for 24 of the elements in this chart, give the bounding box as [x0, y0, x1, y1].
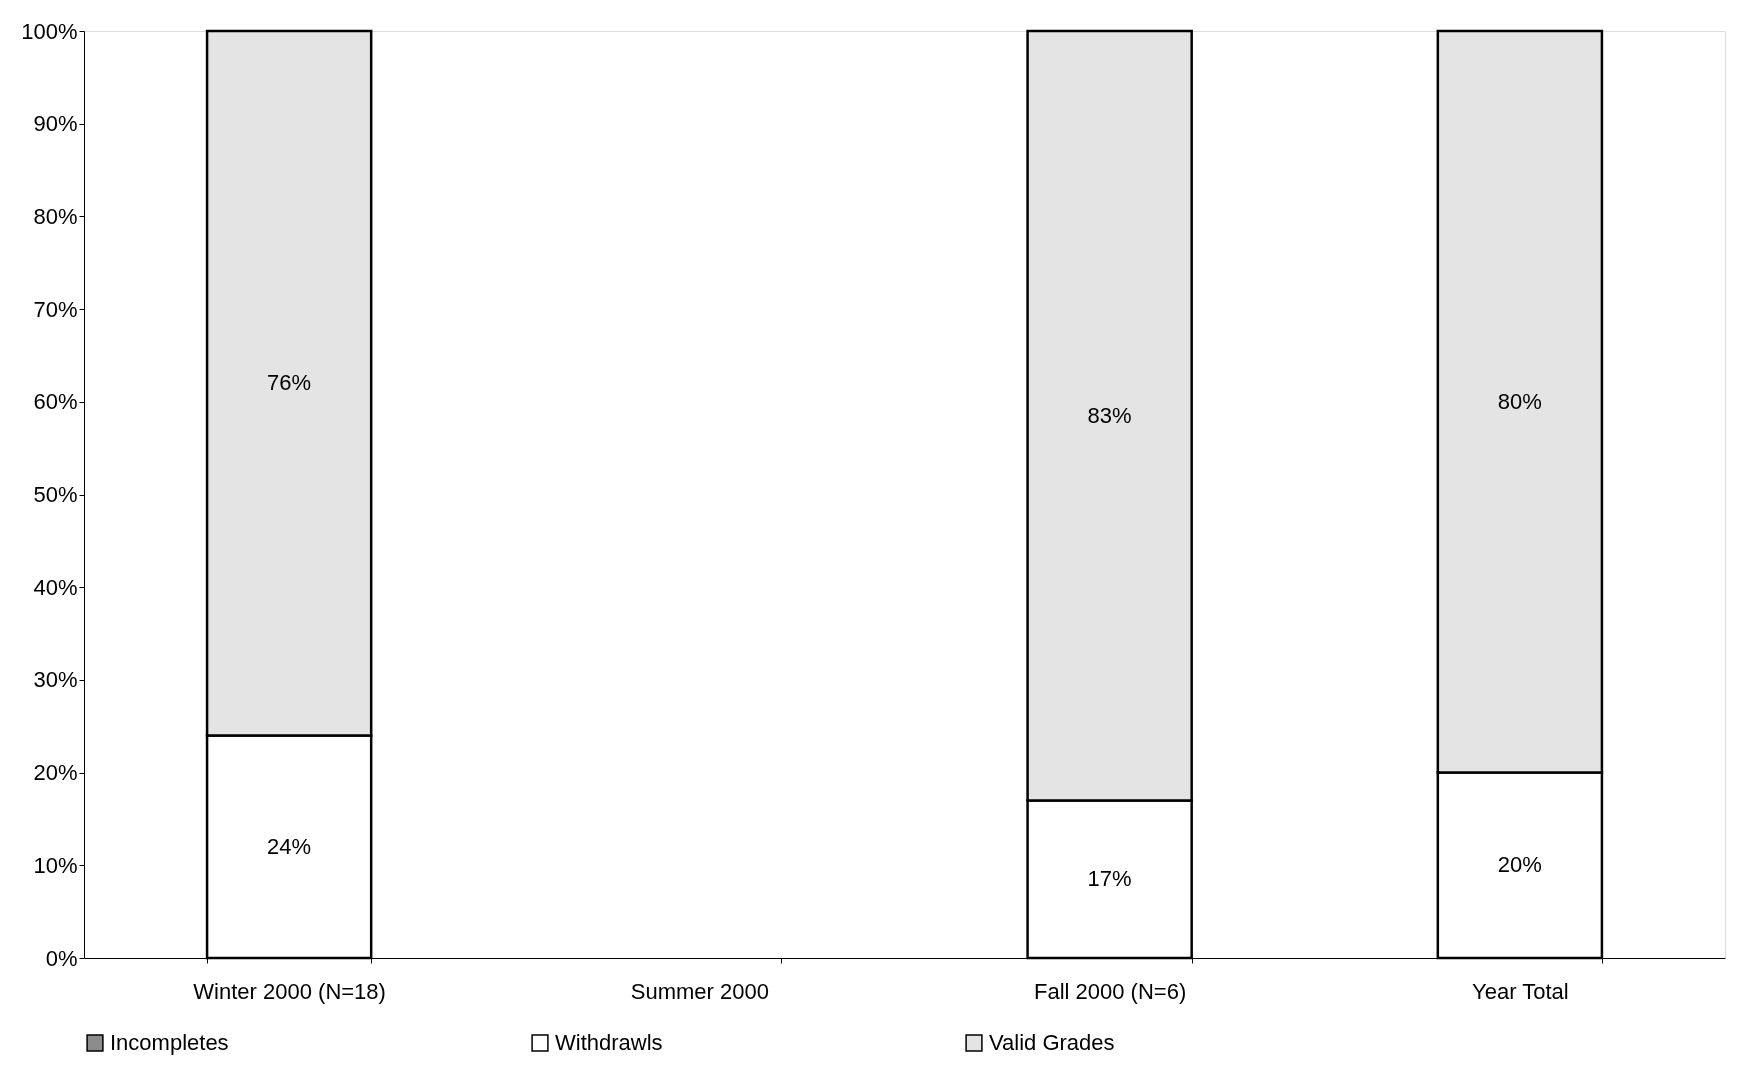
data-label: 17%: [1087, 866, 1132, 892]
y-tick-label: 20%: [33, 760, 78, 786]
data-label: 24%: [267, 833, 312, 859]
x-tick-label: Year Total: [1472, 978, 1569, 1004]
legend-label: Incompletes: [110, 1030, 229, 1055]
y-tick-label: 30%: [33, 667, 78, 693]
x-tick-label: Winter 2000 (N=18): [193, 978, 386, 1004]
x-tick-label: Fall 2000 (N=6): [1034, 978, 1187, 1004]
data-label: 83%: [1087, 402, 1132, 428]
y-tick-label: 10%: [33, 852, 78, 878]
x-tick-label: Summer 2000: [630, 978, 769, 1004]
y-tick-label: 0%: [45, 945, 78, 971]
y-tick-label: 80%: [33, 203, 78, 229]
legend-label: Withdrawls: [555, 1030, 663, 1055]
y-tick-label: 70%: [33, 296, 78, 322]
y-tick-label: 60%: [33, 389, 78, 415]
y-tick-label: 50%: [33, 482, 78, 507]
data-label: 20%: [1497, 852, 1542, 878]
y-tick-label: 90%: [33, 111, 78, 137]
data-label: 76%: [267, 370, 312, 396]
legend-label: Valid Grades: [989, 1030, 1115, 1055]
y-tick-label: 100%: [21, 18, 78, 44]
y-tick-label: 40%: [33, 574, 78, 600]
data-label: 80%: [1497, 388, 1542, 414]
